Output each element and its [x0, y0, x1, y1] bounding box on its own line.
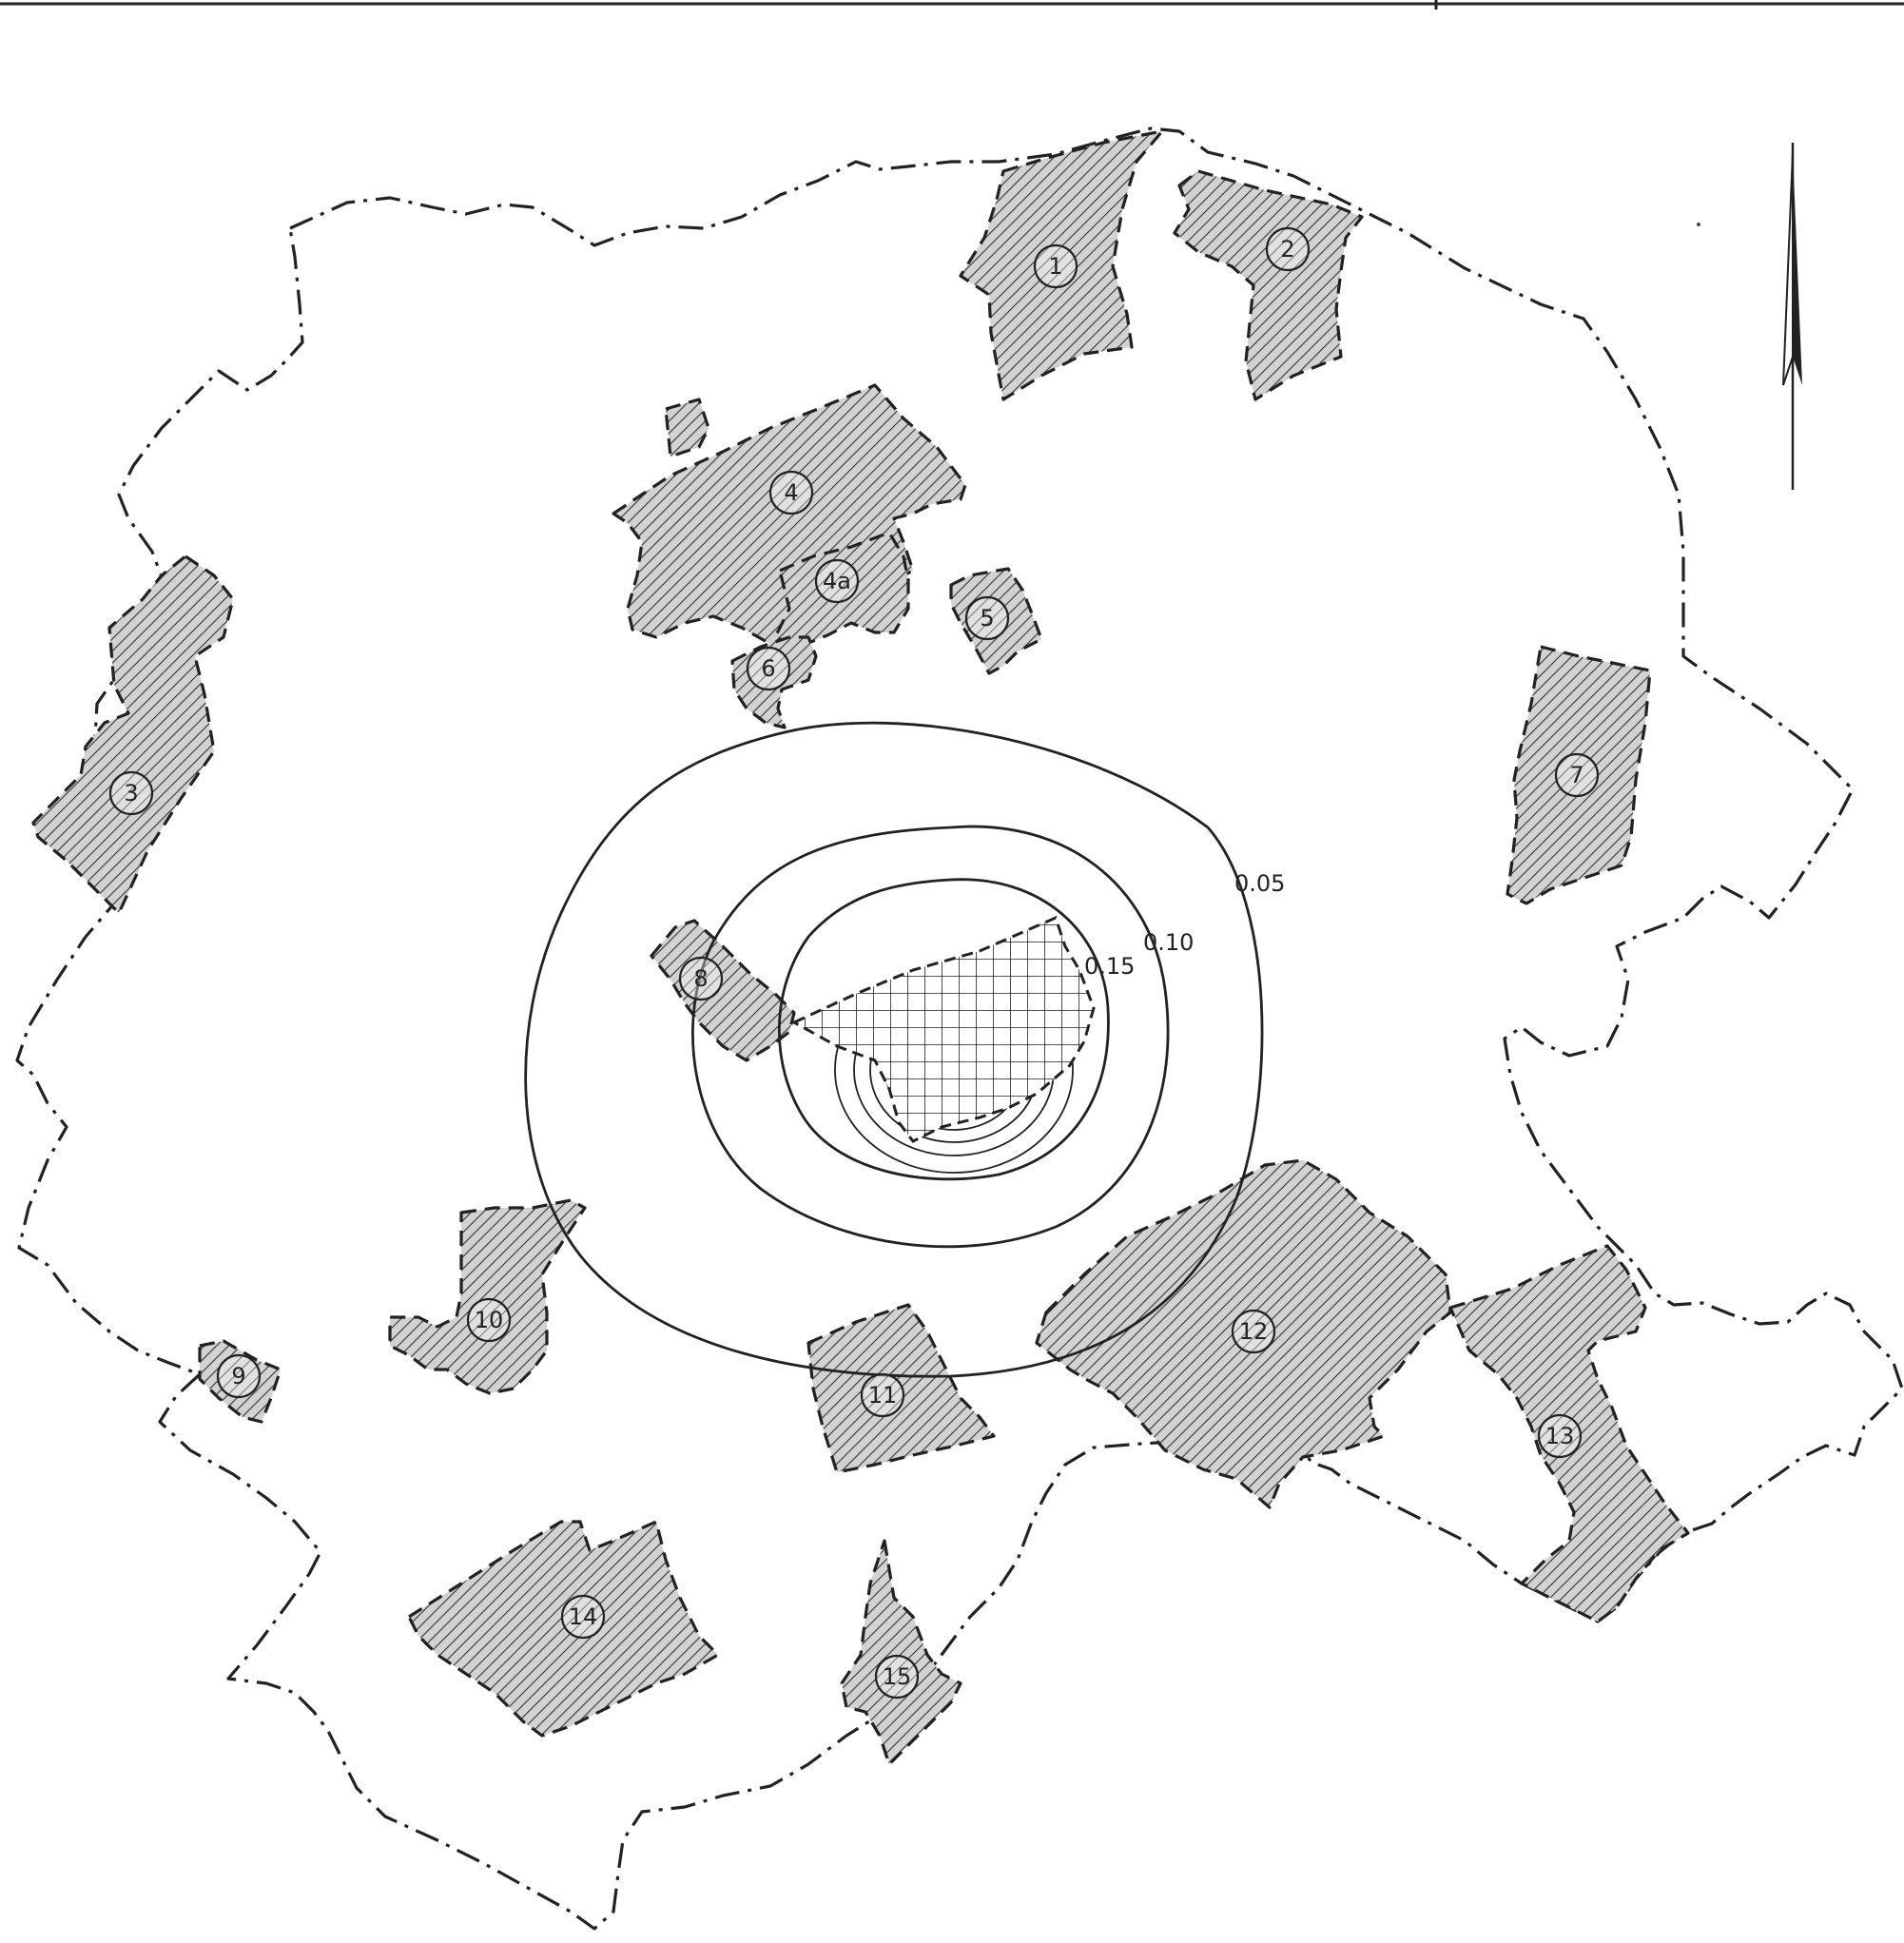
zone-label-text: 8: [693, 965, 708, 992]
zone-label-3: 3: [108, 770, 154, 816]
zone-label-text: 12: [1239, 1318, 1269, 1345]
zone-label-ring: [1033, 243, 1078, 289]
contour-0.15: [777, 878, 1110, 1181]
zone-label-ring: [466, 1297, 512, 1343]
zone-label-12: 12: [1231, 1309, 1276, 1354]
zone-label-text: 14: [569, 1603, 598, 1630]
zone-13: [1448, 1244, 1690, 1623]
study-area-boundary: [15, 126, 1904, 1931]
north-arrow-icon: [1782, 143, 1802, 490]
zone-label-2: 2: [1265, 226, 1311, 272]
zone-5: [949, 567, 1043, 675]
contour-label-inner: 0.15: [1084, 953, 1135, 980]
zone-label-text: 13: [1545, 1423, 1575, 1449]
contour-label-middle: 0.10: [1143, 929, 1194, 956]
zone-label-ring: [1554, 752, 1600, 798]
contour-label-outer: 0.05: [1234, 870, 1285, 897]
zone-label-ring: [964, 595, 1010, 641]
zone-label-text: 6: [761, 655, 775, 682]
zone-label-15: 15: [874, 1654, 920, 1700]
zone-label-11: 11: [860, 1372, 905, 1418]
zone-label-ring: [746, 646, 791, 691]
zone-label-13: 13: [1537, 1413, 1583, 1459]
zone-label-ring: [860, 1372, 905, 1418]
zone-label-text: 11: [868, 1382, 898, 1409]
zone-12: [1035, 1158, 1452, 1509]
zone-label-text: 7: [1569, 762, 1583, 788]
zone-label-7: 7: [1554, 752, 1600, 798]
zone-11: [806, 1303, 996, 1474]
zone-label-text: 9: [231, 1363, 245, 1389]
zone-label-ring: [768, 470, 814, 515]
zone-10: [388, 1198, 587, 1395]
contour-0.05: [524, 721, 1264, 1378]
zone-3: [31, 554, 235, 915]
zone-label-ring: [1231, 1309, 1276, 1354]
zone-label-text: 4a: [823, 568, 851, 594]
zone-label-5: 5: [964, 595, 1010, 641]
zone-9: [198, 1339, 282, 1424]
zone-2: [1173, 169, 1364, 401]
zone-label-14: 14: [560, 1594, 606, 1640]
speck-mark: [1697, 223, 1700, 226]
zone-1: [959, 129, 1164, 401]
zone-label-ring: [814, 558, 860, 604]
zone-label-text: 5: [980, 605, 994, 631]
zone-label-ring: [108, 770, 154, 816]
zone-7: [1506, 645, 1652, 905]
zone-label-1: 1: [1033, 243, 1078, 289]
zone-label-ring: [216, 1353, 262, 1399]
zone-label-8: 8: [678, 956, 724, 1001]
zone-label-9: 9: [216, 1353, 262, 1399]
zone-label-text: 10: [475, 1307, 504, 1333]
zone-label-text: 3: [124, 780, 138, 806]
zone-14: [407, 1520, 720, 1738]
zone-label-4a: 4a: [814, 558, 860, 604]
zone-label-ring: [1265, 226, 1311, 272]
zone-15: [840, 1539, 962, 1766]
zone-6: [730, 635, 818, 729]
zone-label-ring: [678, 956, 724, 1001]
zone-label-4: 4: [768, 470, 814, 515]
zone-8: [650, 919, 796, 1062]
zone-label-text: 4: [784, 479, 798, 506]
zone-label-text: 2: [1280, 236, 1294, 262]
zone-label-ring: [560, 1594, 606, 1640]
zone-label-6: 6: [746, 646, 791, 691]
zone-label-10: 10: [466, 1297, 512, 1343]
zone-label-ring: [1537, 1413, 1583, 1459]
zone-label-ring: [874, 1654, 920, 1700]
zone-label-text: 1: [1048, 253, 1062, 280]
contour-0.10: [691, 825, 1170, 1249]
zone-label-text: 15: [883, 1663, 912, 1690]
source-area: [790, 915, 1096, 1143]
